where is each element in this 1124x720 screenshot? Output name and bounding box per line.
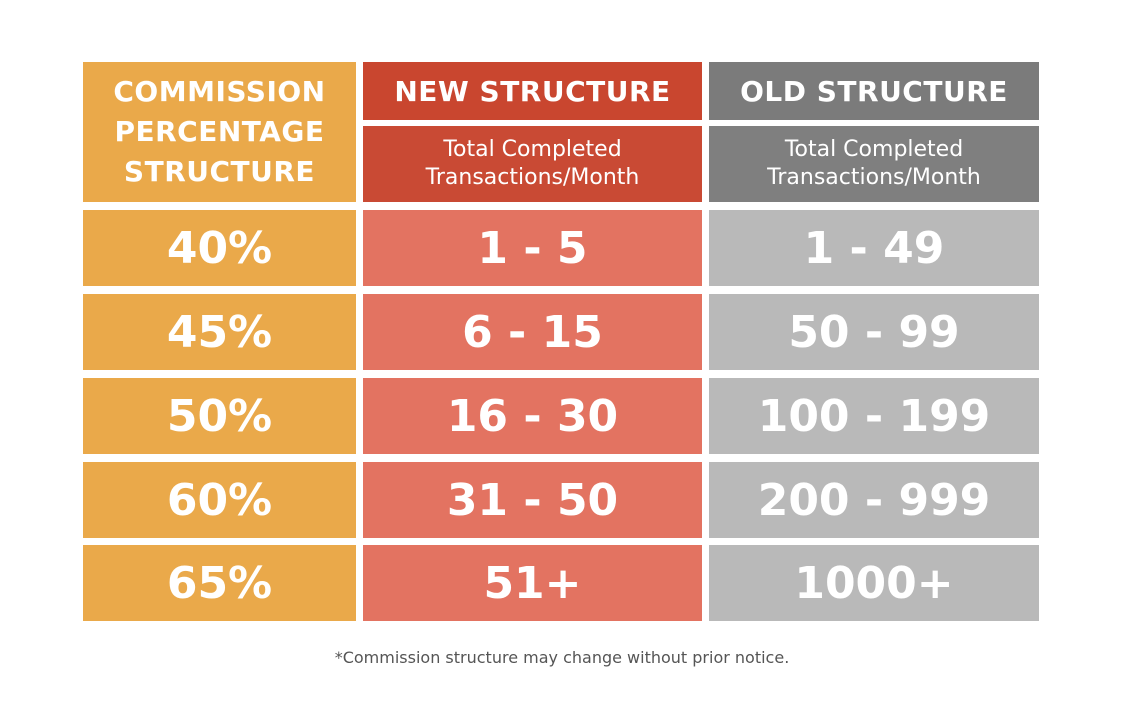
percent-cell: 65% <box>83 545 356 621</box>
new-structure-header: NEW STRUCTURE <box>363 62 702 120</box>
new-range-cell: 6 - 15 <box>363 294 702 370</box>
old-range-cell: 50 - 99 <box>709 294 1039 370</box>
old-range-cell: 1000+ <box>709 545 1039 621</box>
footnote: *Commission structure may change without… <box>334 648 790 667</box>
header-left-line-2: PERCENTAGE <box>114 115 325 148</box>
old-range-cell: 1 - 49 <box>709 210 1039 286</box>
header-left-line-3: STRUCTURE <box>123 155 316 188</box>
percent-cell: 45% <box>83 294 356 370</box>
old-sub-line-2: Transactions/Month <box>767 165 981 190</box>
percent-cell: 60% <box>83 462 356 538</box>
old-structure-title: OLD STRUCTURE <box>740 74 1008 108</box>
old-range-cell: 200 - 999 <box>709 462 1039 538</box>
new-sub-line-2: Transactions/Month <box>425 165 640 190</box>
old-sub-line-1: Total Completed <box>784 137 964 162</box>
new-sub-line-1: Total Completed <box>443 137 622 162</box>
new-range-cell: 31 - 50 <box>363 462 702 538</box>
header-left-line-1: COMMISSION <box>113 75 326 108</box>
commission-percentage-structure-header: COMMISSION PERCENTAGE STRUCTURE <box>83 62 356 202</box>
old-structure-header: OLD STRUCTURE <box>709 62 1039 120</box>
new-structure-title: NEW STRUCTURE <box>394 74 671 108</box>
old-structure-subheader: Total Completed Transactions/Month <box>709 126 1039 202</box>
percent-cell: 50% <box>83 378 356 454</box>
old-range-cell: 100 - 199 <box>709 378 1039 454</box>
new-range-cell: 16 - 30 <box>363 378 702 454</box>
new-structure-subheader: Total Completed Transactions/Month <box>363 126 702 202</box>
new-range-cell: 1 - 5 <box>363 210 702 286</box>
new-range-cell: 51+ <box>363 545 702 621</box>
percent-cell: 40% <box>83 210 356 286</box>
